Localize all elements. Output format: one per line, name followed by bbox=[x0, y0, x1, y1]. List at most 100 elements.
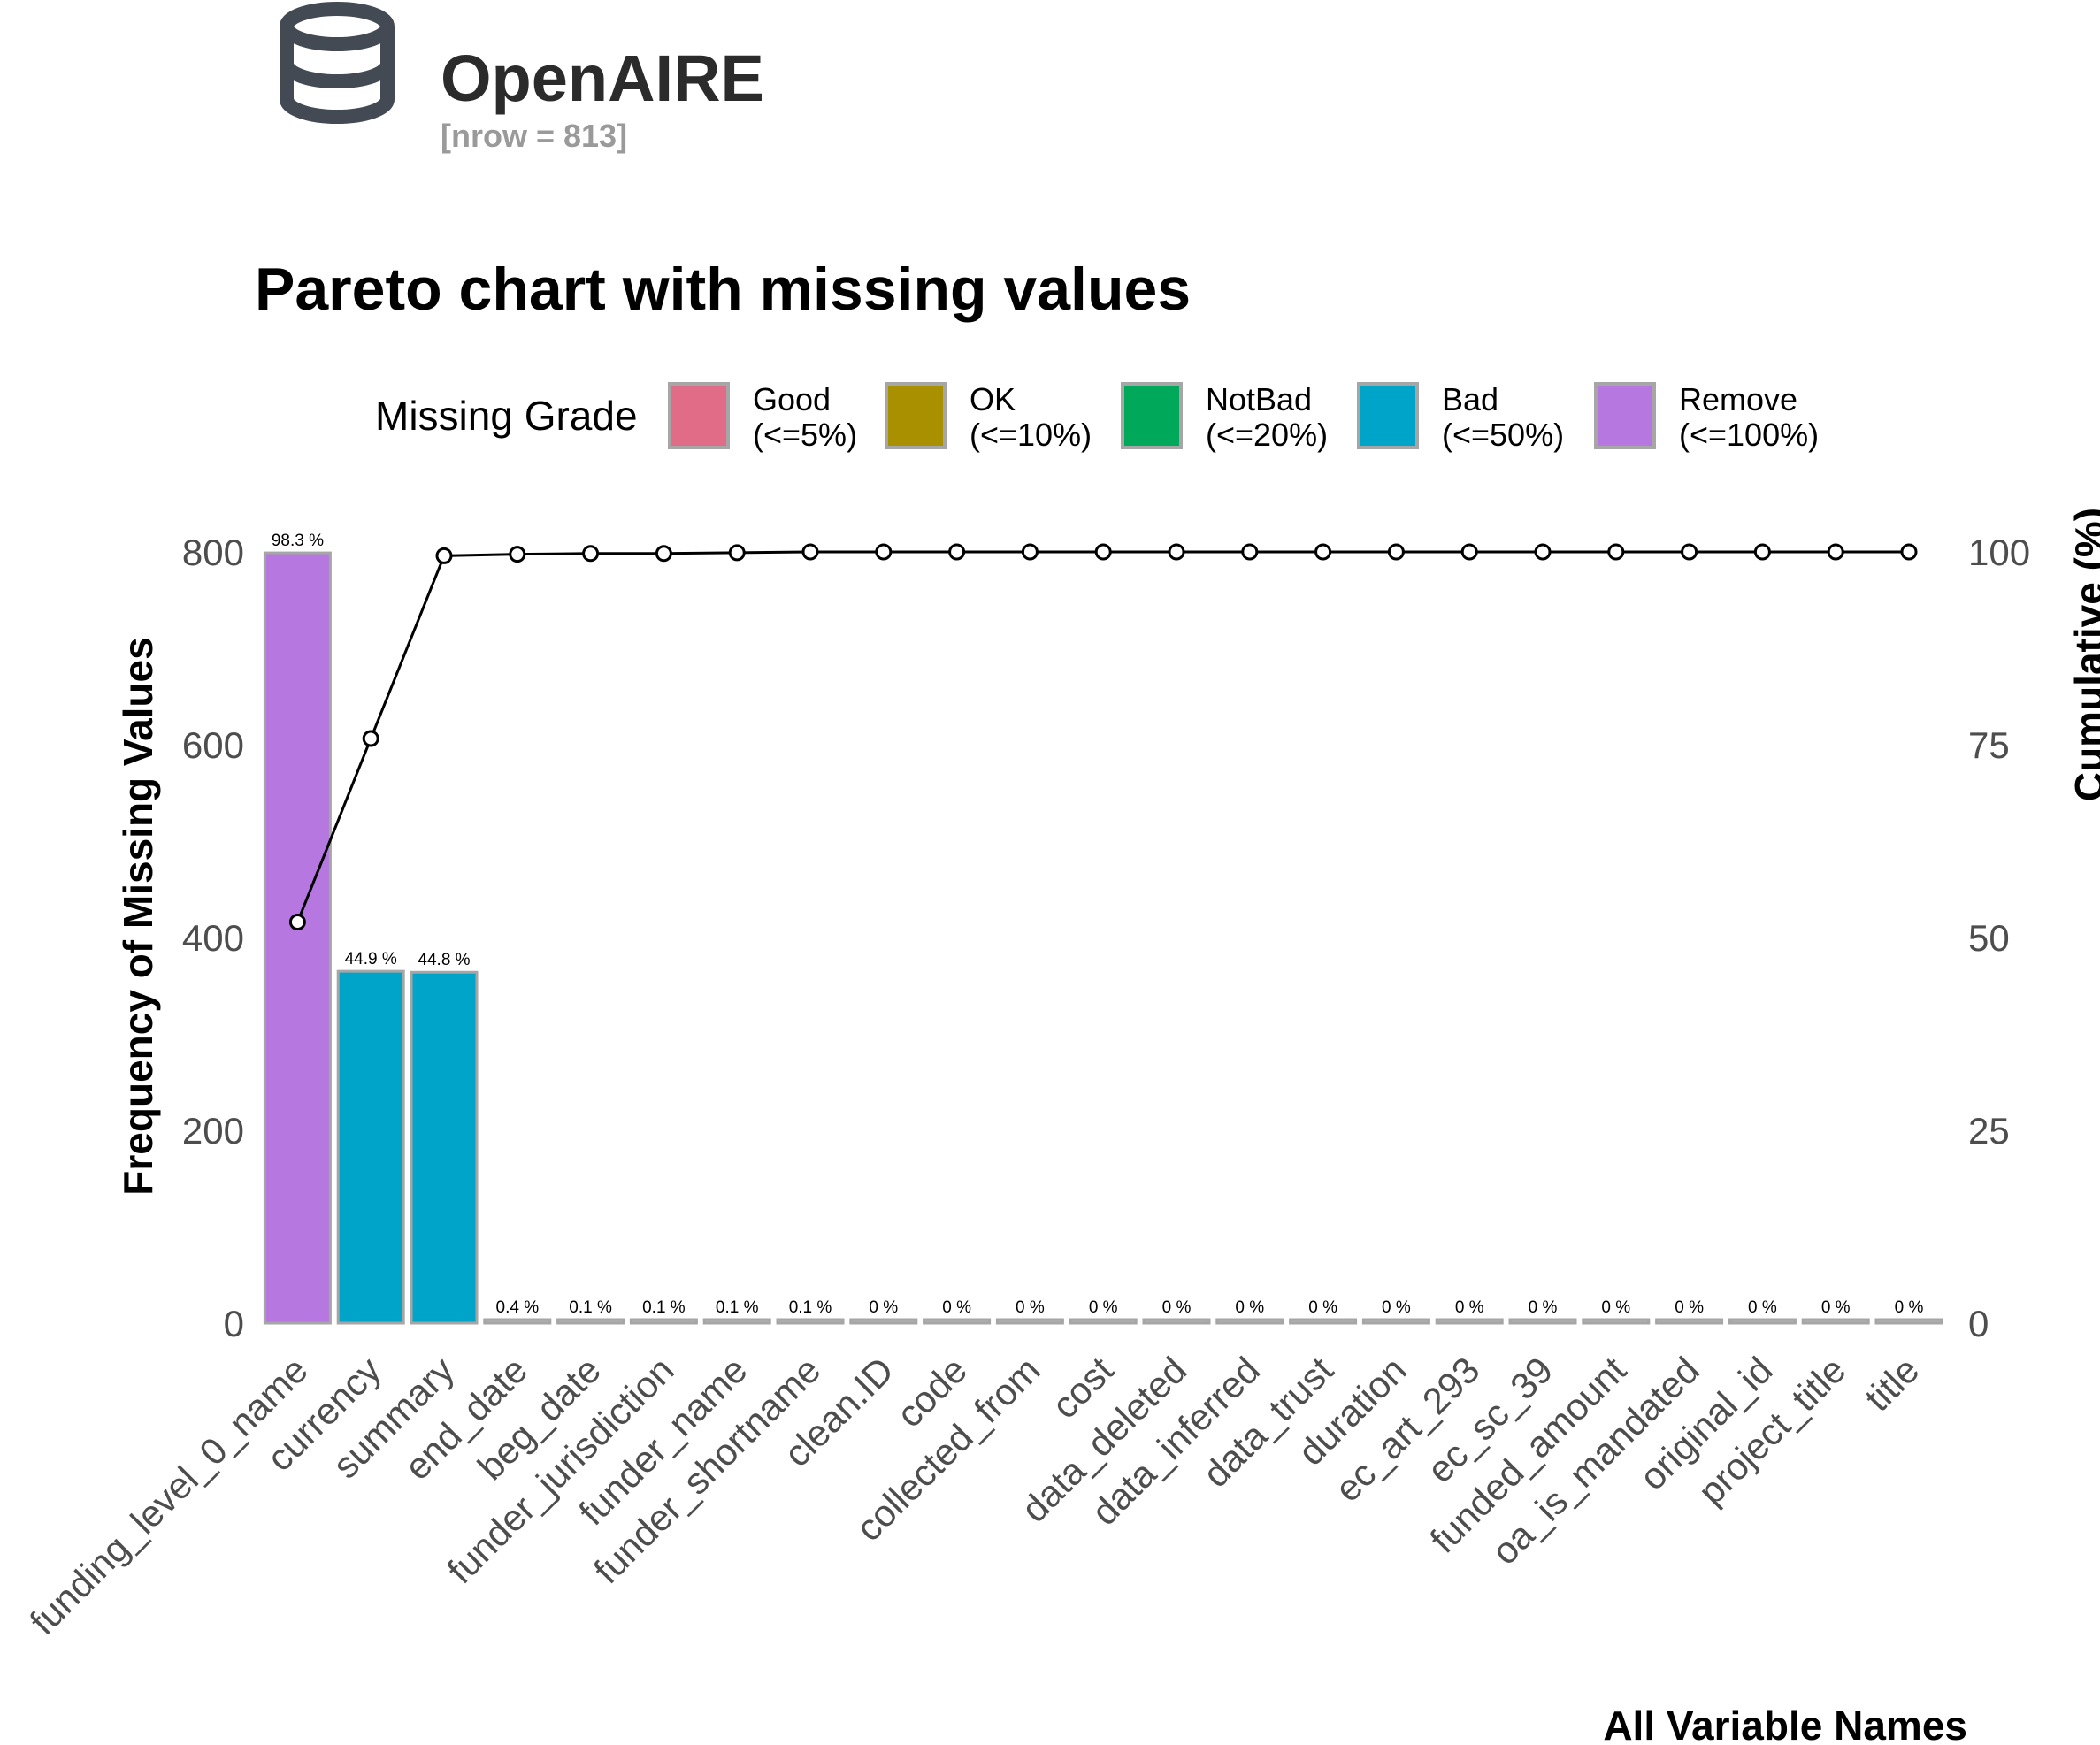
bar-data_deleted bbox=[1142, 1318, 1211, 1325]
legend-range-remove: (<=100%) bbox=[1679, 417, 1819, 453]
y-axis-right: 0 25 50 75 100 bbox=[1968, 532, 2030, 1344]
bar-percent-label: 0 % bbox=[1529, 1298, 1558, 1317]
bar-title bbox=[1874, 1318, 1943, 1325]
x-tick-label: title bbox=[1857, 1349, 1927, 1419]
bar-percent-label: 0 % bbox=[1089, 1298, 1118, 1317]
legend-range-ok: (<=10%) bbox=[970, 417, 1092, 453]
cumulative-point bbox=[1607, 543, 1625, 561]
cumulative-point bbox=[1460, 543, 1478, 561]
cumulative-point bbox=[1094, 543, 1112, 561]
bar-original_id bbox=[1728, 1318, 1797, 1325]
cumulative-point bbox=[801, 543, 819, 561]
cumulative-point bbox=[1534, 543, 1552, 561]
cumulative-point bbox=[1241, 543, 1259, 561]
cumulative-point bbox=[362, 730, 379, 747]
chart-title: Pareto chart with missing values bbox=[255, 256, 1191, 323]
brand-title: OpenAIRE bbox=[441, 42, 764, 115]
cumulative-point bbox=[728, 544, 746, 562]
cumulative-point bbox=[1168, 543, 1185, 561]
bar-percent-label: 0.1 % bbox=[569, 1298, 612, 1317]
cumulative-point bbox=[1314, 543, 1332, 561]
cumulative-point bbox=[1681, 543, 1698, 561]
bar-percent-label: 0.1 % bbox=[789, 1298, 832, 1317]
cumulative-point bbox=[288, 914, 306, 931]
x-axis: funding_level_0_namecurrencysummaryend_d… bbox=[22, 1349, 1928, 1642]
cumulative-point bbox=[1021, 543, 1039, 561]
legend-label-good: Good bbox=[753, 381, 831, 417]
legend-swatch-notbad bbox=[1121, 382, 1183, 449]
legend: Missing Grade Good(<=5%)OK(<=10%)NotBad(… bbox=[375, 381, 1819, 453]
y-tick-label: 600 bbox=[182, 724, 244, 766]
bar-funder_name bbox=[702, 1318, 771, 1325]
bar-funder_jurisdiction bbox=[629, 1318, 698, 1325]
bar-project_title bbox=[1801, 1318, 1870, 1325]
bar-percent-label: 0 % bbox=[1895, 1298, 1924, 1317]
bar-clean.ID bbox=[849, 1318, 918, 1325]
legend-swatch-bad bbox=[1357, 382, 1419, 449]
legend-title: Missing Grade bbox=[375, 393, 638, 439]
cumulative-point bbox=[875, 543, 893, 561]
legend-label-notbad: NotBad bbox=[1206, 381, 1312, 417]
cumulative-point bbox=[435, 547, 453, 564]
bar-data_inferred bbox=[1215, 1318, 1284, 1325]
bar-percent-label: 44.8 % bbox=[418, 951, 470, 969]
y2-tick-label: 25 bbox=[1968, 1110, 2010, 1152]
bars bbox=[263, 551, 1943, 1325]
cumulative-point bbox=[655, 545, 672, 563]
bar-data_trust bbox=[1289, 1318, 1358, 1325]
cumulative-point bbox=[509, 546, 526, 563]
bar-percent-label: 0 % bbox=[1748, 1298, 1777, 1317]
database-icon bbox=[280, 2, 395, 124]
bar-percent-label: 0.4 % bbox=[496, 1298, 540, 1317]
y2-tick-label: 75 bbox=[1968, 724, 2010, 766]
bar-percent-label: 0 % bbox=[1601, 1298, 1630, 1317]
bar-percent-label: 0 % bbox=[869, 1298, 898, 1317]
bar-ec_art_293 bbox=[1435, 1318, 1504, 1325]
cumulative-point bbox=[948, 543, 966, 561]
bar-oa_is_mandated bbox=[1655, 1318, 1724, 1325]
bar-currency bbox=[336, 969, 405, 1325]
bar-funder_shortname bbox=[776, 1318, 845, 1325]
legend-range-good: (<=5%) bbox=[753, 417, 857, 453]
y-tick-label: 400 bbox=[182, 917, 244, 959]
bar-percent-labels: 98.3 % 44.9 % 44.8 % 0.4 % 0.1 % 0.1 % 0.1 % 0.… bbox=[272, 532, 1924, 1317]
cumulative-point bbox=[1827, 543, 1844, 561]
bar-percent-label: 0 % bbox=[1016, 1298, 1045, 1317]
bar-ec_sc_39 bbox=[1508, 1318, 1577, 1325]
y-tick-label: 0 bbox=[224, 1303, 244, 1344]
bar-code bbox=[923, 1318, 992, 1325]
bar-percent-label: 44.9 % bbox=[345, 950, 397, 968]
cumulative-line bbox=[288, 543, 1918, 931]
y2-tick-label: 0 bbox=[1968, 1303, 1989, 1344]
legend-swatch-remove bbox=[1594, 382, 1656, 449]
bar-percent-label: 0 % bbox=[1675, 1298, 1704, 1317]
y-axis-left: 0 200 400 600 800 bbox=[182, 532, 244, 1344]
bar-summary bbox=[410, 970, 479, 1325]
bar-funded_amount bbox=[1582, 1318, 1651, 1325]
cumulative-point bbox=[1387, 543, 1405, 561]
y-tick-label: 800 bbox=[182, 532, 244, 573]
bar-percent-label: 0 % bbox=[1455, 1298, 1484, 1317]
cumulative-point bbox=[1753, 543, 1771, 561]
bar-percent-label: 98.3 % bbox=[272, 532, 324, 550]
bar-duration bbox=[1361, 1318, 1430, 1325]
cumulative-point bbox=[1900, 543, 1918, 561]
bar-percent-label: 0 % bbox=[942, 1298, 971, 1317]
legend-label-bad: Bad bbox=[1442, 381, 1498, 417]
x-tick-label: funding_level_0_name bbox=[22, 1349, 316, 1642]
bar-percent-label: 0 % bbox=[1235, 1298, 1264, 1317]
legend-swatch-ok bbox=[885, 382, 947, 449]
legend-swatch-good bbox=[668, 382, 730, 449]
y2-tick-label: 50 bbox=[1968, 917, 2010, 959]
bar-percent-label: 0 % bbox=[1162, 1298, 1192, 1317]
bar-percent-label: 0.1 % bbox=[716, 1298, 759, 1317]
bar-end_date bbox=[483, 1318, 552, 1325]
y-tick-label: 200 bbox=[182, 1110, 244, 1152]
bar-percent-label: 0 % bbox=[1308, 1298, 1337, 1317]
bar-percent-label: 0 % bbox=[1821, 1298, 1851, 1317]
legend-range-bad: (<=50%) bbox=[1442, 417, 1564, 453]
legend-range-notbad: (<=20%) bbox=[1206, 417, 1328, 453]
legend-label-remove: Remove bbox=[1679, 381, 1797, 417]
y2-tick-label: 100 bbox=[1968, 532, 2030, 573]
x-axis-title: All Variable Names bbox=[1603, 1703, 1967, 1745]
